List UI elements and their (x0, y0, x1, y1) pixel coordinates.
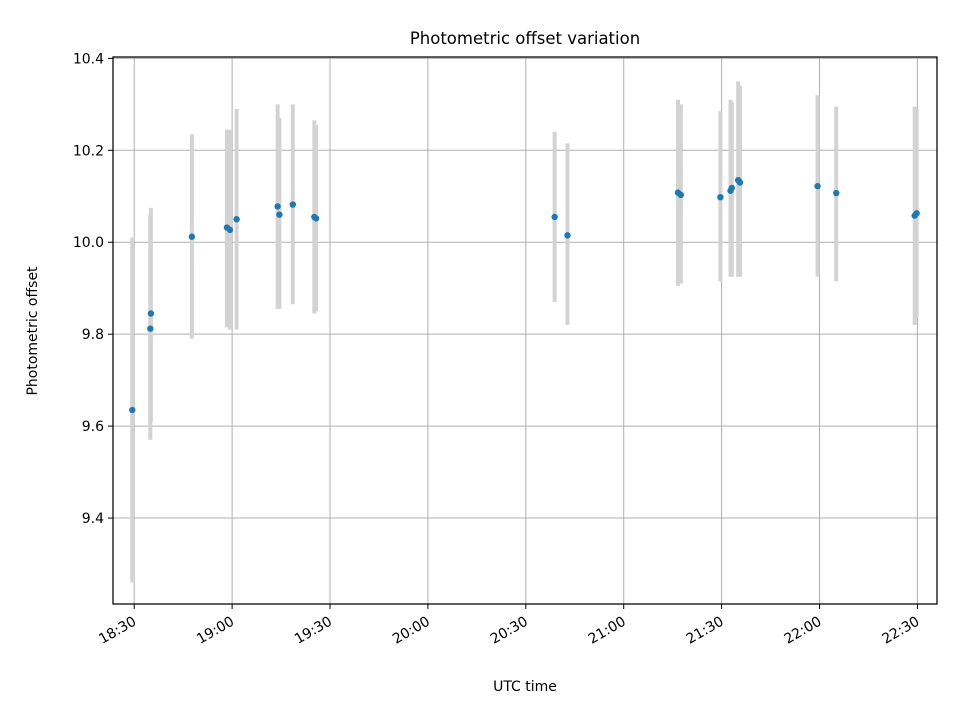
y-tick-label: 10.4 (73, 51, 104, 67)
y-tick-label: 9.4 (82, 511, 104, 527)
y-axis-label: Photometric offset (25, 266, 41, 396)
data-point (233, 216, 240, 223)
data-point (736, 179, 744, 186)
data-point (188, 233, 196, 240)
y-tick-label: 10.0 (73, 235, 104, 251)
y-axis-ticks: 9.4 9.6 9.8 10.0 10.2 10.4 (73, 51, 113, 527)
data-point (276, 211, 283, 218)
x-axis-label: UTC time (493, 679, 557, 695)
data-point (147, 310, 155, 317)
data-point (312, 215, 320, 222)
plot-area (113, 57, 937, 604)
data-point (289, 201, 297, 208)
data-points (129, 176, 920, 414)
data-point (551, 213, 558, 221)
y-tick-label: 9.8 (82, 327, 104, 343)
data-point (226, 226, 234, 234)
data-point (274, 203, 281, 210)
y-tick-label: 10.2 (73, 143, 104, 159)
data-point (717, 193, 724, 201)
data-point (129, 406, 136, 414)
data-point (833, 189, 840, 197)
chart-title: Photometric offset variation (410, 29, 640, 48)
y-tick-label: 9.6 (82, 419, 104, 435)
grid-lines (113, 57, 937, 604)
data-point (677, 191, 685, 199)
data-point (814, 182, 821, 190)
plot-frame (112, 56, 938, 605)
data-point (147, 325, 154, 332)
data-point (913, 210, 920, 217)
data-point (728, 184, 735, 192)
data-point (564, 232, 571, 239)
